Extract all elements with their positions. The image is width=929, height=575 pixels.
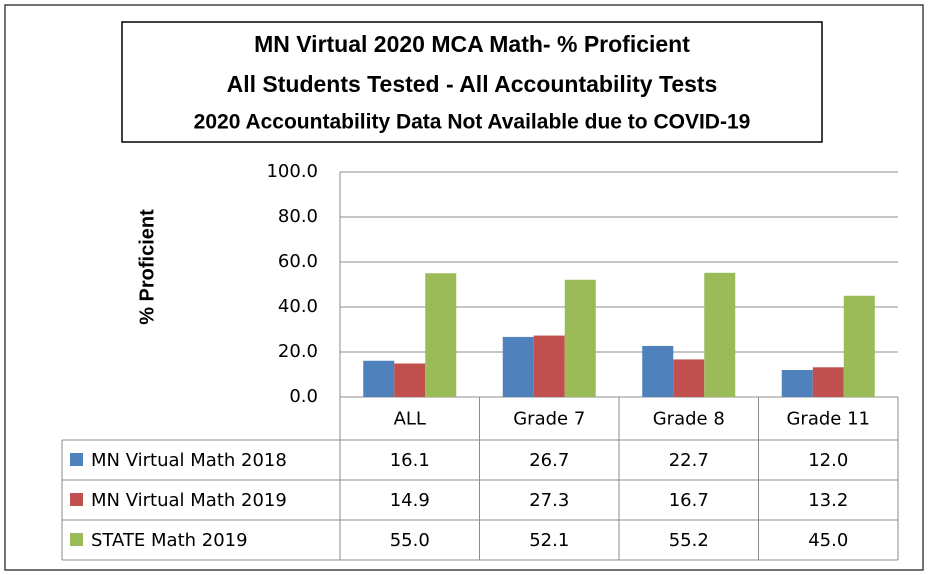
- data-label: 27.3: [529, 490, 569, 511]
- x-tick-label: Grade 8: [653, 409, 725, 430]
- x-tick-label: Grade 11: [786, 409, 870, 430]
- y-axis-label: % Proficient: [136, 209, 158, 325]
- legend-swatch: [70, 533, 83, 546]
- legend-swatch: [70, 493, 83, 506]
- legend-label: MN Virtual Math 2018: [91, 450, 287, 471]
- y-tick-label: 0.0: [289, 386, 318, 407]
- chart-subtitle: 2020 Accountability Data Not Available d…: [194, 111, 751, 134]
- data-label: 45.0: [808, 530, 848, 551]
- bar: [533, 335, 565, 397]
- bar: [425, 273, 457, 397]
- x-tick-label: Grade 7: [513, 409, 585, 430]
- y-tick-label: 60.0: [278, 251, 318, 272]
- y-tick-label: 40.0: [278, 296, 318, 317]
- bar: [673, 359, 705, 397]
- x-tick-label: ALL: [394, 409, 426, 430]
- data-label: 16.1: [390, 450, 430, 471]
- data-label: 52.1: [529, 530, 569, 551]
- y-tick-label: 80.0: [278, 206, 318, 227]
- legend-swatch: [70, 453, 83, 466]
- bar: [704, 272, 736, 397]
- legend-label: MN Virtual Math 2019: [91, 490, 287, 511]
- legend-label: STATE Math 2019: [91, 530, 248, 551]
- y-tick-label: 20.0: [278, 341, 318, 362]
- data-label: 16.7: [669, 490, 709, 511]
- data-label: 14.9: [390, 490, 430, 511]
- title-box: [121, 21, 823, 143]
- bar: [843, 295, 875, 397]
- data-label: 12.0: [808, 450, 848, 471]
- bar: [781, 370, 813, 397]
- bar: [564, 279, 596, 397]
- y-tick-label: 100.0: [266, 161, 318, 182]
- data-label: 13.2: [808, 490, 848, 511]
- chart-title: MN Virtual 2020 MCA Math- % Proficient: [254, 31, 690, 57]
- data-label: 22.7: [669, 450, 709, 471]
- data-label: 26.7: [529, 450, 569, 471]
- bar: [394, 363, 426, 397]
- bar: [502, 336, 534, 397]
- data-label: 55.0: [390, 530, 430, 551]
- bar: [642, 345, 674, 397]
- bar: [812, 367, 844, 397]
- chart-subtitle: All Students Tested - All Accountability…: [227, 71, 718, 97]
- bar: [363, 360, 395, 397]
- data-label: 55.2: [669, 530, 709, 551]
